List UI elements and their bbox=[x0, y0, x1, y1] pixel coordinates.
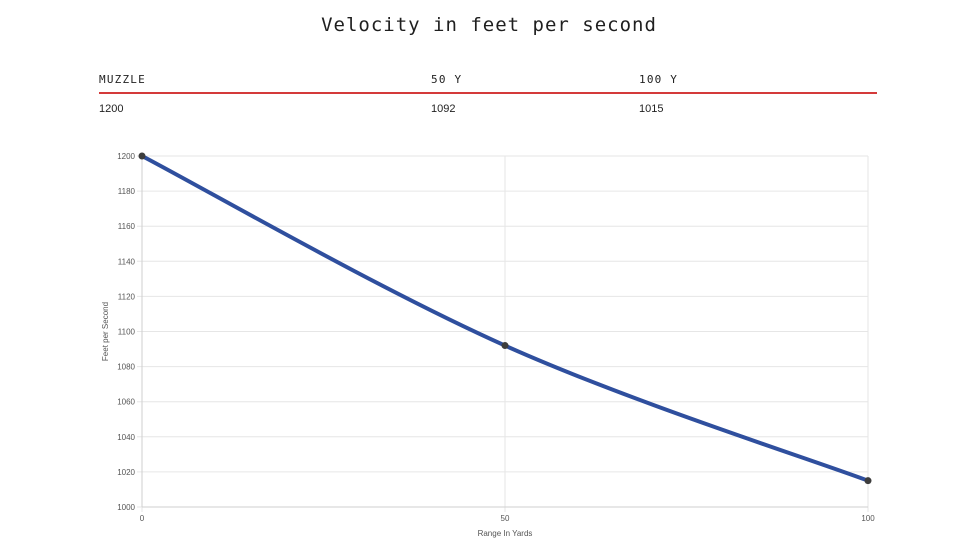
header-100-yards: 100 Y bbox=[639, 73, 679, 86]
y-tick-label: 1160 bbox=[118, 222, 136, 231]
x-tick-label: 0 bbox=[140, 514, 145, 523]
grid-layer bbox=[137, 155, 869, 512]
table-header-row: MUZZLE 50 Y 100 Y bbox=[99, 70, 877, 92]
y-tick-label: 1140 bbox=[118, 257, 136, 266]
x-tick-label: 100 bbox=[861, 514, 875, 523]
header-50-yards: 50 Y bbox=[431, 73, 463, 86]
y-tick-label: 1080 bbox=[117, 363, 135, 372]
y-tick-label: 1040 bbox=[117, 433, 135, 442]
header-muzzle: MUZZLE bbox=[99, 73, 146, 86]
y-axis-title: Feet per Second bbox=[101, 302, 110, 361]
y-tick-label: 1060 bbox=[117, 398, 135, 407]
data-point bbox=[864, 477, 872, 485]
x-axis-title: Range In Yards bbox=[478, 529, 533, 538]
y-tick-label: 1200 bbox=[117, 152, 135, 161]
value-50-yards: 1092 bbox=[431, 103, 456, 115]
velocity-table: MUZZLE 50 Y 100 Y 1200 1092 1015 bbox=[99, 70, 877, 125]
data-point bbox=[501, 342, 509, 350]
y-tick-label: 1100 bbox=[118, 328, 136, 337]
value-100-yards: 1015 bbox=[639, 103, 664, 115]
table-row: 1200 1092 1015 bbox=[99, 103, 877, 125]
chart-title: Velocity in feet per second bbox=[321, 14, 657, 36]
y-tick-label: 1020 bbox=[117, 468, 135, 477]
series-layer bbox=[138, 152, 872, 485]
axis-layer bbox=[141, 156, 868, 508]
y-tick-label: 1000 bbox=[117, 503, 135, 512]
x-tick-label: 50 bbox=[501, 514, 510, 523]
value-muzzle: 1200 bbox=[99, 103, 124, 115]
y-tick-label: 1180 bbox=[118, 187, 136, 196]
label-layer: 1000102010401060108011001120114011601180… bbox=[101, 152, 875, 538]
y-tick-label: 1120 bbox=[118, 292, 136, 301]
data-point bbox=[138, 152, 146, 160]
table-divider bbox=[99, 92, 877, 94]
